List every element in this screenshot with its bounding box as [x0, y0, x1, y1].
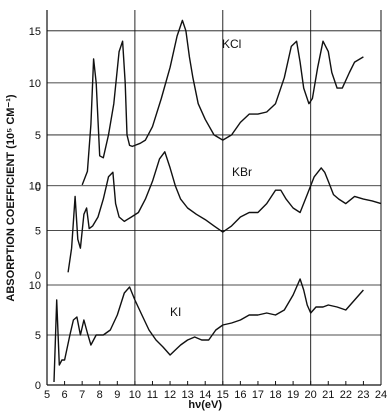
y-tick-label: 15 [29, 26, 41, 38]
x-axis-title: hν(eV) [188, 399, 222, 411]
y-tick-label: 5 [35, 330, 41, 342]
x-tick-label: 7 [79, 389, 85, 401]
y-tick-label: 10 [29, 280, 41, 292]
x-tick-label: 10 [129, 389, 141, 401]
y-tick-label: 5 [35, 225, 41, 237]
x-tick-label: 12 [164, 389, 176, 401]
x-tick-label: 15 [217, 389, 229, 401]
x-axis: 5 6 7 8 9 10 11 12 13 14 15 16 17 18 19 20 21 22 23 24 [44, 381, 387, 401]
x-tick-label: 23 [357, 389, 369, 401]
x-tick-label: 19 [287, 389, 299, 401]
panel-label: KI [170, 305, 181, 319]
y-axis-title: ABSORPTION COEFFICIENT (10⁵ CM⁻¹) [5, 94, 17, 301]
y-tick-label: 10 [29, 181, 41, 193]
x-tick-label: 8 [97, 389, 103, 401]
panel-label: KCl [222, 37, 241, 51]
x-tick-label: 17 [252, 389, 264, 401]
y-tick-label: 10 [29, 78, 41, 90]
x-tick-label: 13 [182, 389, 194, 401]
series-line-kcl [81, 19, 364, 186]
x-tick-label: 21 [322, 389, 334, 401]
y-tick-label-zero: 0 [35, 182, 41, 194]
x-tick-label: 20 [305, 389, 317, 401]
x-tick-label: 9 [114, 389, 120, 401]
series-line-ki [53, 278, 364, 383]
grid-lines [134, 10, 312, 385]
plot-frame [46, 10, 382, 386]
panel-ki: 5 10 0 KI [29, 278, 381, 392]
x-tick-label: 6 [62, 389, 68, 401]
panel-kcl: 5 10 15 0 KCl [29, 19, 381, 194]
x-tick-label: 18 [269, 389, 281, 401]
panel-label: KBr [232, 165, 252, 179]
y-tick-label: 5 [35, 130, 41, 142]
x-tick-label: 14 [199, 389, 211, 401]
x-tick-label: 16 [234, 389, 246, 401]
y-tick-label-zero: 0 [35, 270, 41, 282]
y-tick-label-zero: 0 [35, 380, 41, 392]
x-tick-label: 5 [44, 389, 50, 401]
series-line-kbr [67, 151, 382, 273]
x-tick-label: 24 [375, 389, 387, 401]
x-tick-label: 22 [340, 389, 352, 401]
x-tick-label: 11 [147, 389, 158, 401]
